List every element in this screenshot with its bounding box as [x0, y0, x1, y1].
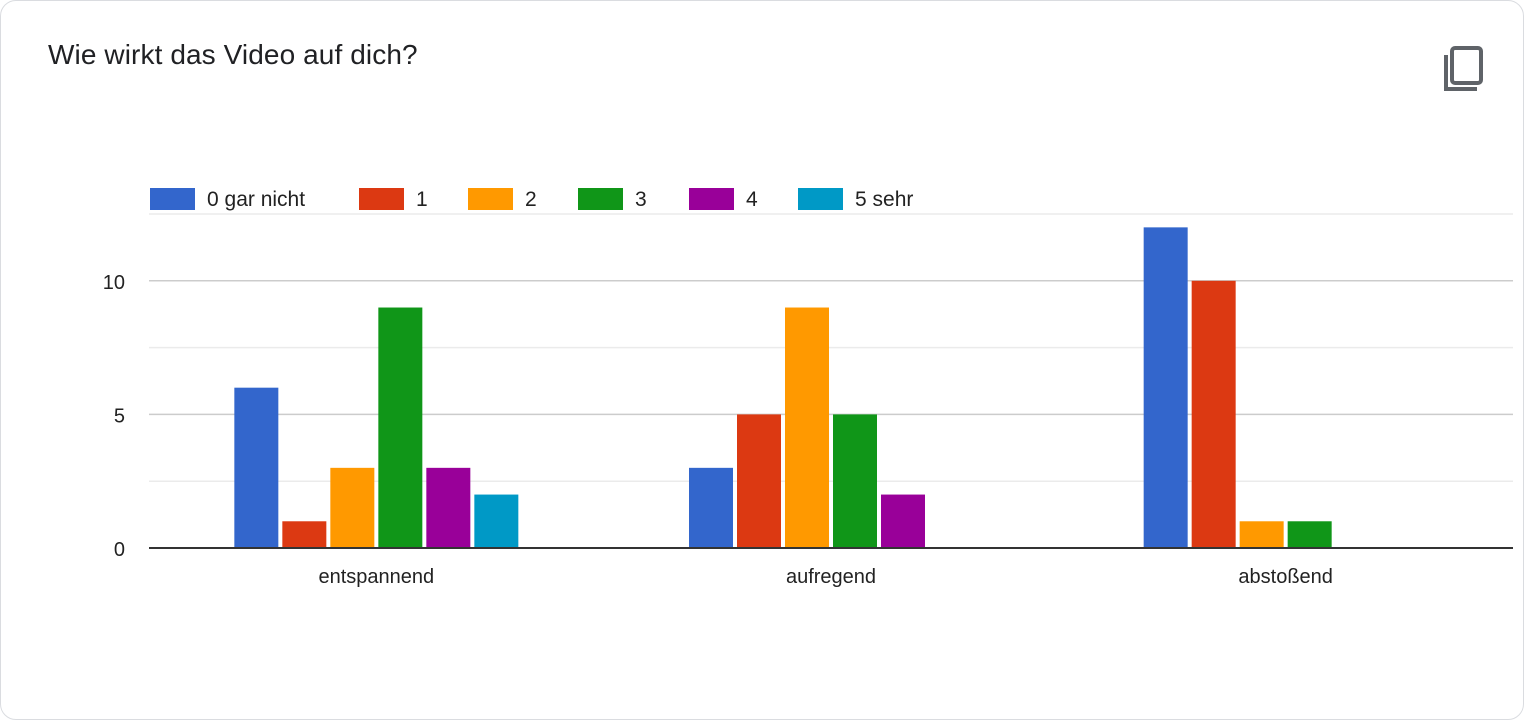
y-tick-label: 0 — [114, 539, 125, 561]
bar-0-5 — [474, 494, 519, 548]
bar-0-2 — [330, 467, 375, 548]
legend-swatch — [578, 188, 623, 210]
y-tick-label: 10 — [103, 272, 125, 294]
legend-label: 2 — [525, 188, 537, 211]
legend-label: 5 sehr — [855, 188, 913, 211]
legend-swatch — [689, 188, 734, 210]
x-tick-label: aufregend — [786, 566, 876, 588]
legend-swatch — [798, 188, 843, 210]
bar-1-1 — [737, 414, 781, 548]
bar-2-1 — [1191, 280, 1236, 548]
legend-swatch — [468, 188, 513, 210]
legend-swatch — [150, 188, 195, 210]
question-title: Wie wirkt das Video auf dich? — [48, 39, 418, 70]
legend-label: 4 — [746, 188, 758, 211]
bar-1-3 — [833, 414, 877, 548]
legend-swatch — [359, 188, 404, 210]
bar-2-2 — [1239, 521, 1284, 548]
bar-0-0 — [234, 387, 279, 548]
bar-0-4 — [426, 467, 471, 548]
copy-icon — [1444, 46, 1483, 91]
bar-1-2 — [785, 307, 829, 548]
legend-label: 1 — [416, 188, 428, 211]
y-tick-label: 5 — [114, 405, 125, 427]
legend-label: 0 gar nicht — [207, 188, 305, 211]
x-tick-label: abstoßend — [1238, 566, 1333, 588]
bar-2-0 — [1143, 227, 1188, 549]
copy-chart-button[interactable] — [1437, 41, 1489, 93]
bar-1-0 — [689, 467, 733, 548]
x-tick-label: entspannend — [318, 566, 434, 588]
bar-1-4 — [881, 494, 925, 548]
bar-chart: 0 5 10 entspannend aufregend abstoßend 0 gar n… — [103, 188, 1513, 588]
bar-0-1 — [282, 521, 327, 548]
bar-2-3 — [1287, 521, 1332, 548]
legend-label: 3 — [635, 188, 647, 211]
bar-0-3 — [378, 307, 423, 548]
